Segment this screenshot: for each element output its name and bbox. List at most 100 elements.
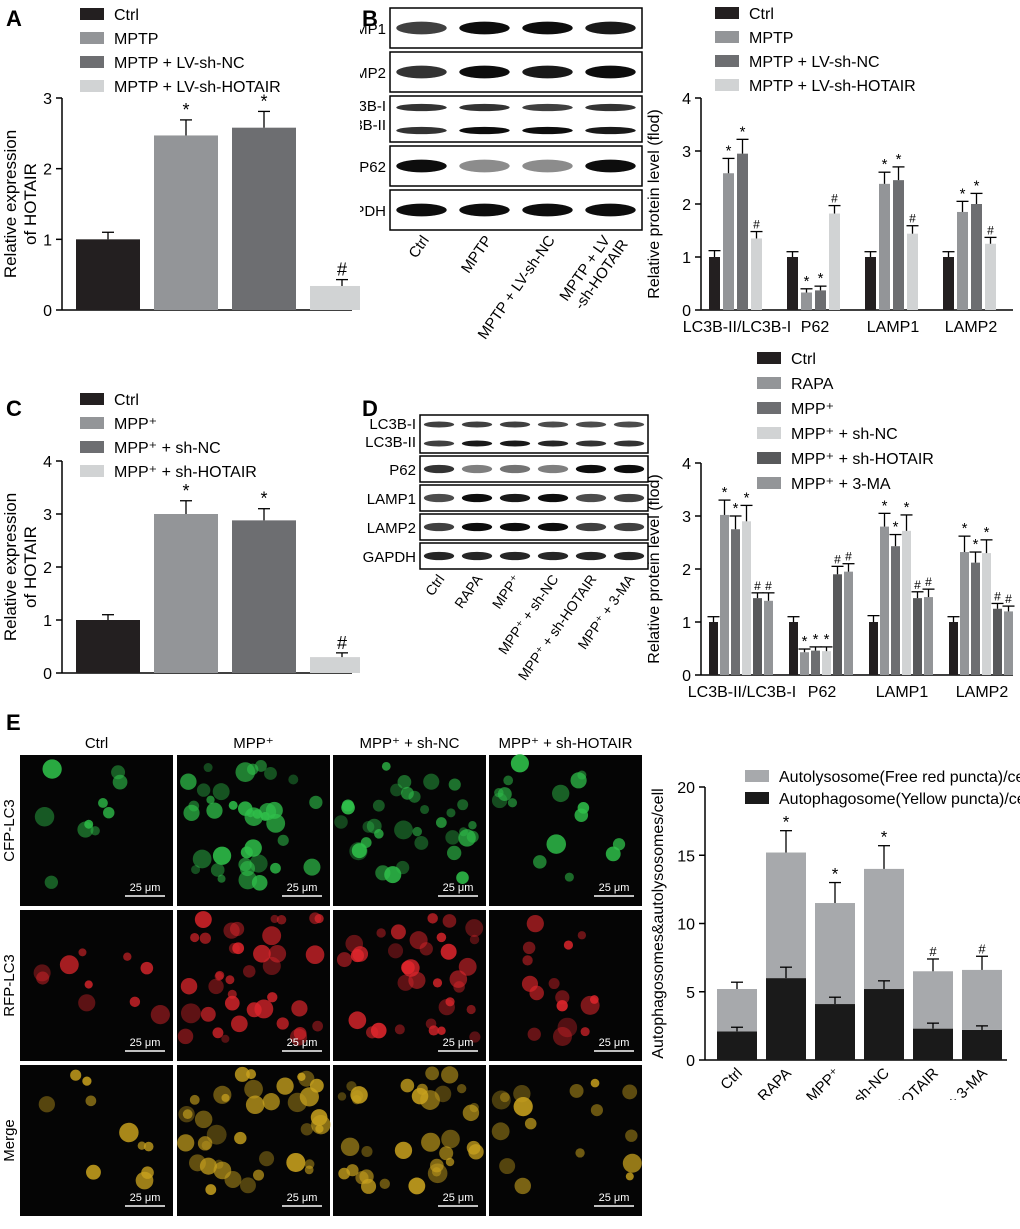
chart-d-sig-2-3: * [904,499,910,516]
chart-d-legend-swatch-3 [757,427,781,439]
micro-e-cell-1-2-24 [449,970,468,988]
chart-d-protein-level: Ctrl RAPA MPP⁺ MPP⁺ + sh-NC MPP⁺ + sh-HOTAIR… [646,351,1015,701]
micro-e-cell-0-2-3 [468,821,477,830]
chart-b-bar-1-1 [801,292,812,310]
chart-b-ytick-label-3: 3 [682,144,691,161]
blot-d-box-gapdh [419,542,649,570]
micro-e-cell-1-0-7 [150,1005,170,1025]
micro-e-cell-2-2-24 [421,1132,441,1152]
chart-b-group-label-1: P62 [801,319,830,336]
micro-e-cell-0-1-3 [196,783,211,797]
blot-d-band-gapdh-0-lane-0 [423,551,455,561]
chart-c-bar-2 [232,520,296,673]
chart-d-legend-swatch-0 [757,352,781,364]
micro-e-cell-1-1-11 [180,977,198,995]
chart-b-sig-0-3: # [753,218,760,232]
micro-e-tile-1-0 [20,910,173,1061]
micro-e-cell-1-0-4 [123,952,132,961]
micro-e-cell-0-1-0 [228,800,238,810]
chart-d-sig-0-2: * [733,500,739,517]
micro-e-cell-1-1-28 [190,932,200,943]
chart-a-ytick-label-3: 3 [43,91,52,108]
micro-e-cell-0-0-9 [98,798,108,808]
micro-e-cell-1-1-12 [305,945,325,965]
micro-e-cell-0-1-31 [266,813,286,833]
blot-d-box-lc3b [419,414,649,454]
chart-a-bar-2 [232,127,296,311]
blot-d-band-lamp2-0-lane-1 [461,522,493,532]
chart-d-bar-1-5 [844,571,853,675]
chart-b-ytick-label-2: 2 [682,197,691,214]
chart-d-ylabel: Relative protein level (flod) [646,474,663,663]
micro-e-cell-0-1-16 [180,773,197,790]
chart-c-sig-1: * [182,481,189,501]
panel-label-e: E [6,710,21,735]
micro-e-cell-0-2-28 [341,799,355,812]
micro-e-cell-2-1-31 [299,1087,319,1107]
micro-e-cell-0-2-27 [457,799,469,811]
micro-e-cell-1-1-7 [270,914,279,924]
micro-e-cell-0-2-31 [366,818,382,834]
blot-d-band-gapdh-0-lane-2 [499,551,531,561]
chart-a-legend-swatch-1 [80,32,104,44]
chart-d-sig-2-2: * [893,519,899,536]
micro-e-cell-0-2-14 [435,817,447,828]
micro-e-cell-1-1-17 [232,942,245,955]
micro-e-cell-0-0-7 [77,821,94,838]
chart-d-legend-label-4: MPP⁺ + sh-HOTAIR [791,451,934,468]
chart-b-legend-label-2: MPTP + LV-sh-NC [749,54,880,71]
micro-e-cell-1-1-15 [312,1020,324,1032]
micro-e-cell-2-2-31 [379,1178,390,1189]
micro-e-cell-2-2-12 [425,1066,440,1081]
chart-d-sig-0-4: # [754,579,761,593]
chart-b-bar-1-2 [815,290,826,310]
chart-b-ytick-label-4: 4 [682,91,691,108]
micro-e-cell-0-3-2 [510,754,529,773]
micro-e-cell-1-1-20 [224,995,240,1011]
micro-e-cell-0-1-7 [212,783,230,801]
chart-d-bar-0-0 [709,622,718,675]
chart-d-bar-2-5 [924,597,933,675]
micro-e-cell-0-2-6 [448,778,461,791]
micro-e-cell-1-2-5 [436,932,447,943]
blot-d-band-lc3b-1-lane-2 [499,440,531,447]
chart-d-bar-0-1 [720,514,729,675]
micro-e-cell-1-2-1 [440,943,457,960]
micro-e-cell-0-2-13 [408,790,421,803]
micro-e-cell-0-2-33 [334,815,348,829]
chart-d-bar-0-3 [742,521,751,675]
micro-e-cell-2-1-28 [262,1093,280,1111]
chart-b-bar-1-3 [829,213,840,310]
micro-e-cell-1-0-9 [140,961,154,975]
micro-e-cell-2-3-13 [569,1083,584,1098]
chart-c-legend-swatch-1 [80,417,104,429]
blot-d-band-lamp1-0-lane-0 [423,493,455,503]
chart-c-ylabel: Relative expressionof HOTAIR [1,493,40,641]
micro-e-cell-1-3-10 [563,940,574,950]
chart-d-sig-3-1: * [962,520,968,537]
micro-e-cell-1-3-7 [552,1027,572,1046]
micro-e-col-label-0: Ctrl [85,735,108,752]
micro-e-cell-2-2-27 [431,1167,442,1177]
chart-d-ytick-label-2: 2 [682,562,691,579]
chart-e-xtick-label-2: MPP⁺ [803,1065,844,1100]
chart-d-sig-3-5: # [1005,592,1012,606]
micro-e-cell-0-2-2 [362,820,375,833]
blot-d-band-lc3b-1-lane-5 [613,440,645,447]
blot-d-band-p62-0-lane-1 [461,464,493,474]
chart-c-bar-1 [154,514,218,673]
chart-b-sig-3-1: * [960,185,966,202]
chart-b-bar-2-2 [893,180,904,310]
micro-e-cell-0-1-34 [251,874,268,891]
chart-d-bar-3-2 [971,562,980,675]
chart-a-hotair-expression: Ctrl MPTP MPTP + LV-sh-NC MPTP + LV-sh-HOTA… [1,7,360,320]
micro-e-cell-2-3-15 [590,1104,603,1117]
chart-d-sig-0-1: * [722,484,728,501]
micro-e-cell-2-2-17 [441,1129,460,1149]
blot-d-band-gapdh-0-lane-1 [461,551,493,561]
micro-e-cell-1-1-30 [293,1026,307,1040]
micro-e-cell-1-1-2 [229,921,245,937]
chart-e-bar-top-5 [962,969,1002,1030]
micro-e-cell-1-1-32 [214,972,224,981]
micro-e-cell-1-3-12 [557,1017,578,1038]
